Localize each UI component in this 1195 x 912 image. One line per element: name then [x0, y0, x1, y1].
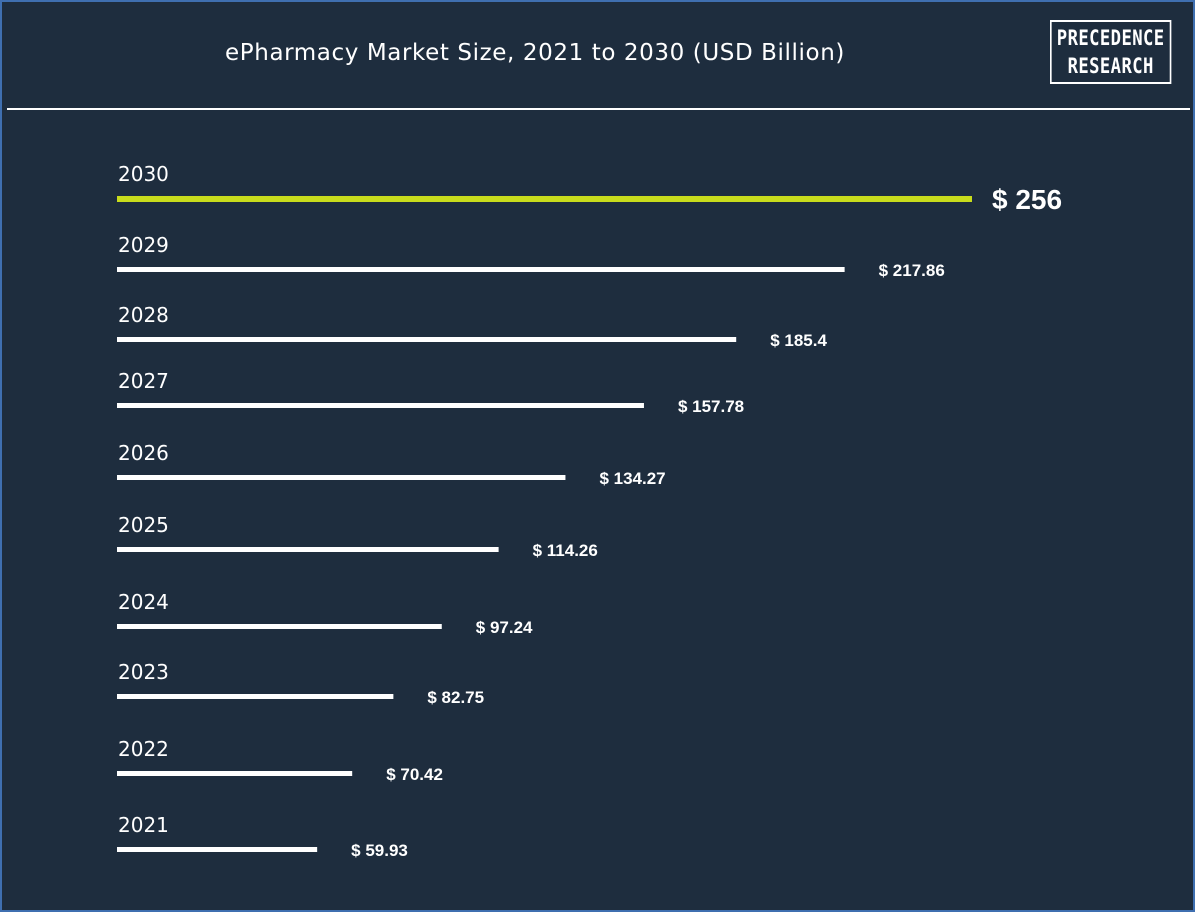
value-label-2022: $ 70.42	[386, 765, 443, 784]
bar-2028	[117, 337, 737, 342]
category-label-2021: 2021	[118, 813, 169, 837]
value-label-2026: $ 134.27	[599, 469, 665, 488]
value-label-2027: $ 157.78	[678, 397, 744, 416]
value-label-2021: $ 59.93	[351, 841, 408, 860]
bar-2024	[117, 624, 442, 629]
category-label-2023: 2023	[118, 660, 169, 684]
value-label-2024: $ 97.24	[476, 618, 533, 637]
category-label-2027: 2027	[118, 369, 169, 393]
category-label-2028: 2028	[118, 303, 169, 327]
bar-2030	[117, 196, 972, 202]
bar-2029	[117, 267, 845, 272]
value-label-2029: $ 217.86	[879, 261, 945, 280]
logo-line-2: RESEARCH	[1067, 54, 1154, 78]
bar-2027	[117, 403, 644, 408]
chart-title: ePharmacy Market Size, 2021 to 2030 (USD…	[225, 40, 845, 66]
category-label-2022: 2022	[118, 737, 169, 761]
category-label-2024: 2024	[118, 590, 169, 614]
brand-logo: PRECEDENCE RESEARCH	[1050, 20, 1172, 84]
header-divider	[7, 108, 1190, 110]
value-label-2030: $ 256	[992, 184, 1062, 215]
category-label-2026: 2026	[118, 441, 169, 465]
category-label-2030: 2030	[118, 162, 169, 186]
bar-2026	[117, 475, 566, 480]
value-label-2025: $ 114.26	[533, 541, 598, 560]
category-label-2029: 2029	[118, 233, 169, 257]
bar-2022	[117, 771, 353, 776]
bar-2025	[117, 547, 499, 552]
logo-line-1: PRECEDENCE	[1056, 26, 1165, 50]
bar-2023	[117, 694, 394, 699]
category-label-2025: 2025	[118, 513, 169, 537]
bar-2021	[117, 847, 318, 852]
value-label-2028: $ 185.4	[770, 331, 827, 350]
value-label-2023: $ 82.75	[427, 688, 484, 707]
